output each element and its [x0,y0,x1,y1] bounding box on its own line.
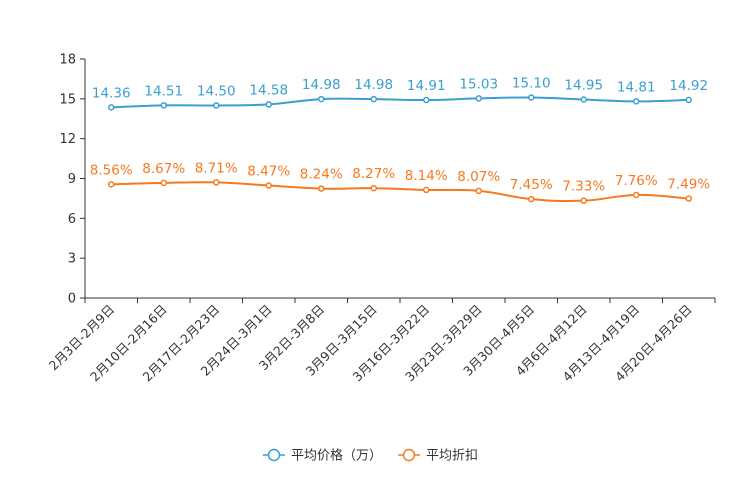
data-label: 14.98 [354,77,393,93]
data-label: 7.45% [510,177,553,193]
y-tick-label: 3 [68,252,76,267]
series-line-avg-price [111,96,689,109]
data-label: 7.76% [615,173,658,189]
data-label: 8.67% [142,161,185,177]
data-label: 14.91 [407,78,446,94]
data-point[interactable] [423,186,430,194]
axes: 03691215182月3日-2月9日2月10日-2月16日2月17日-2月23… [46,53,716,384]
data-point[interactable] [213,102,220,109]
data-point[interactable] [580,96,587,103]
data-label: 8.24% [300,167,343,183]
data-point[interactable] [685,96,692,104]
data-label: 8.56% [90,162,133,178]
data-point[interactable] [685,195,692,202]
data-label: 8.71% [195,160,238,176]
data-point[interactable] [370,95,377,103]
data-label: 14.98 [302,77,341,93]
legend-marker-icon [267,448,281,462]
y-tick-label: 6 [68,212,76,227]
legend-label: 平均价格（万） [291,448,382,464]
data-label: 14.51 [144,83,183,99]
legend-item-avg-discount[interactable]: 平均折扣 [398,449,478,464]
data-point[interactable] [370,184,377,192]
legend-marker-icon [402,448,416,462]
data-point[interactable] [108,104,115,111]
data-label: 14.81 [617,79,656,95]
data-point[interactable] [580,197,587,204]
data-point[interactable] [318,185,325,192]
legend-item-avg-price[interactable]: 平均价格（万） [263,448,382,464]
legend-label: 平均折扣 [426,449,478,464]
data-label: 14.58 [249,82,288,98]
data-point[interactable] [265,101,272,108]
y-tick-label: 9 [68,172,76,187]
y-tick-label: 18 [59,53,76,68]
data-point[interactable] [213,179,220,186]
data-point[interactable] [423,96,430,104]
data-point[interactable] [633,191,640,199]
legend: 平均价格（万） 平均折扣 [263,448,478,464]
data-label: 14.36 [92,85,131,101]
y-tick-label: 15 [59,92,76,107]
data-point[interactable] [475,95,482,102]
data-point[interactable] [528,94,535,101]
data-point[interactable] [318,95,325,103]
data-label: 14.50 [197,83,236,99]
data-point[interactable] [265,182,272,189]
data-point[interactable] [160,179,167,187]
data-label: 14.95 [564,77,603,93]
data-label: 7.49% [667,177,710,193]
y-tick-label: 12 [59,132,76,147]
series-line-avg-discount [111,181,689,203]
y-tick-label: 0 [68,292,76,307]
data-label: 14.92 [669,78,708,94]
data-label: 8.14% [405,168,448,184]
data-point[interactable] [475,187,482,195]
data-point[interactable] [108,181,115,188]
data-label: 8.07% [457,169,500,185]
data-label: 8.27% [352,166,395,182]
data-label: 7.33% [562,179,605,195]
series-avg-discount: 8.56% 8.67% 8.71% 8.47% 8.24% 8.27% 8.14% 8.07%… [90,160,710,204]
data-point[interactable] [528,195,535,203]
data-point[interactable] [633,98,640,105]
data-label: 8.47% [247,164,290,180]
series-layer: 14.36 14.51 14.50 14.58 14.98 14.98 14.91 15.03… [90,76,710,204]
data-label: 15.10 [512,76,551,92]
series-avg-price: 14.36 14.51 14.50 14.58 14.98 14.98 14.91 15.03… [92,76,708,111]
data-point[interactable] [160,102,167,109]
data-label: 15.03 [459,76,498,92]
